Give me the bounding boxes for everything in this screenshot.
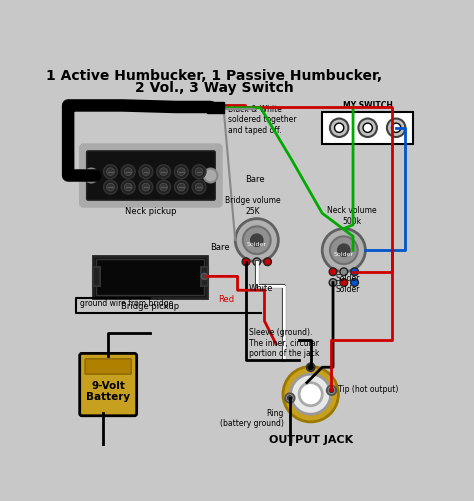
- Circle shape: [192, 165, 206, 179]
- Circle shape: [235, 219, 278, 262]
- Text: 1 Active Humbucker, 1 Passive Humbucker,: 1 Active Humbucker, 1 Passive Humbucker,: [46, 69, 383, 83]
- Text: OUTPUT JACK: OUTPUT JACK: [269, 434, 353, 444]
- Circle shape: [174, 165, 188, 179]
- FancyBboxPatch shape: [85, 359, 131, 374]
- Bar: [322, 112, 413, 145]
- Circle shape: [107, 168, 114, 176]
- Circle shape: [201, 274, 208, 280]
- Circle shape: [264, 259, 272, 266]
- Text: Neck volume
500k: Neck volume 500k: [327, 206, 376, 225]
- Circle shape: [204, 169, 218, 183]
- Text: Neck pickup: Neck pickup: [125, 207, 176, 216]
- Circle shape: [177, 184, 185, 191]
- Circle shape: [322, 229, 365, 272]
- Circle shape: [121, 165, 135, 179]
- Circle shape: [351, 269, 358, 276]
- Circle shape: [337, 244, 350, 257]
- Circle shape: [329, 388, 334, 393]
- Circle shape: [142, 184, 150, 191]
- Text: Solder: Solder: [247, 241, 267, 246]
- Circle shape: [103, 165, 118, 179]
- Text: 2 Vol., 3 Way Switch: 2 Vol., 3 Way Switch: [135, 81, 294, 95]
- Circle shape: [139, 181, 153, 194]
- Circle shape: [330, 237, 358, 265]
- Circle shape: [160, 168, 167, 176]
- Bar: [93, 268, 100, 286]
- Circle shape: [335, 124, 344, 133]
- Circle shape: [329, 269, 337, 276]
- Circle shape: [160, 184, 167, 191]
- Circle shape: [107, 184, 114, 191]
- Circle shape: [283, 367, 338, 422]
- Text: Bare: Bare: [210, 242, 230, 252]
- Circle shape: [251, 234, 263, 247]
- Text: White: White: [248, 283, 273, 292]
- Circle shape: [142, 168, 150, 176]
- Circle shape: [195, 168, 203, 176]
- Circle shape: [243, 227, 271, 255]
- Text: Sleeve (ground).
The inner, circular
portion of the jack: Sleeve (ground). The inner, circular por…: [249, 328, 319, 358]
- Circle shape: [157, 181, 171, 194]
- Text: Solder: Solder: [334, 252, 354, 257]
- FancyBboxPatch shape: [80, 354, 137, 416]
- Text: MY SWITCH: MY SWITCH: [343, 101, 392, 110]
- Circle shape: [363, 124, 372, 133]
- Text: ground wire from bridge: ground wire from bridge: [80, 299, 173, 308]
- Bar: [207, 103, 224, 114]
- Text: Ring
(battery ground): Ring (battery ground): [220, 408, 284, 427]
- Circle shape: [329, 279, 337, 287]
- Circle shape: [84, 169, 98, 183]
- Circle shape: [330, 119, 348, 138]
- FancyBboxPatch shape: [87, 152, 215, 201]
- Circle shape: [242, 259, 250, 266]
- Text: Bare: Bare: [245, 175, 265, 184]
- Text: Bridge pickup: Bridge pickup: [121, 302, 179, 311]
- Circle shape: [340, 269, 347, 276]
- Circle shape: [192, 181, 206, 194]
- Circle shape: [174, 181, 188, 194]
- Text: Solder: Solder: [336, 274, 360, 283]
- Text: Black & White
soldered together
and taped off.: Black & White soldered together and tape…: [228, 105, 297, 134]
- Circle shape: [291, 374, 331, 414]
- FancyBboxPatch shape: [81, 145, 221, 207]
- Circle shape: [307, 364, 315, 371]
- Circle shape: [157, 165, 171, 179]
- Circle shape: [285, 394, 294, 403]
- Circle shape: [299, 383, 322, 406]
- Text: 9-Volt
Battery: 9-Volt Battery: [86, 380, 130, 401]
- Circle shape: [340, 279, 347, 287]
- Text: Bridge volume
25K: Bridge volume 25K: [225, 196, 281, 215]
- Text: Tip (hot output): Tip (hot output): [337, 384, 398, 393]
- Circle shape: [387, 119, 405, 138]
- Circle shape: [253, 259, 261, 266]
- Bar: [96, 259, 204, 295]
- Bar: [93, 256, 207, 298]
- Circle shape: [358, 119, 377, 138]
- Circle shape: [121, 181, 135, 194]
- Circle shape: [139, 165, 153, 179]
- Circle shape: [124, 168, 132, 176]
- Circle shape: [327, 386, 336, 395]
- Bar: [201, 268, 208, 286]
- Circle shape: [392, 124, 401, 133]
- Circle shape: [288, 396, 292, 401]
- Text: Solder: Solder: [336, 285, 360, 294]
- Circle shape: [195, 184, 203, 191]
- Circle shape: [124, 184, 132, 191]
- Circle shape: [351, 279, 358, 287]
- Circle shape: [103, 181, 118, 194]
- Text: Red: Red: [218, 295, 234, 304]
- Circle shape: [177, 168, 185, 176]
